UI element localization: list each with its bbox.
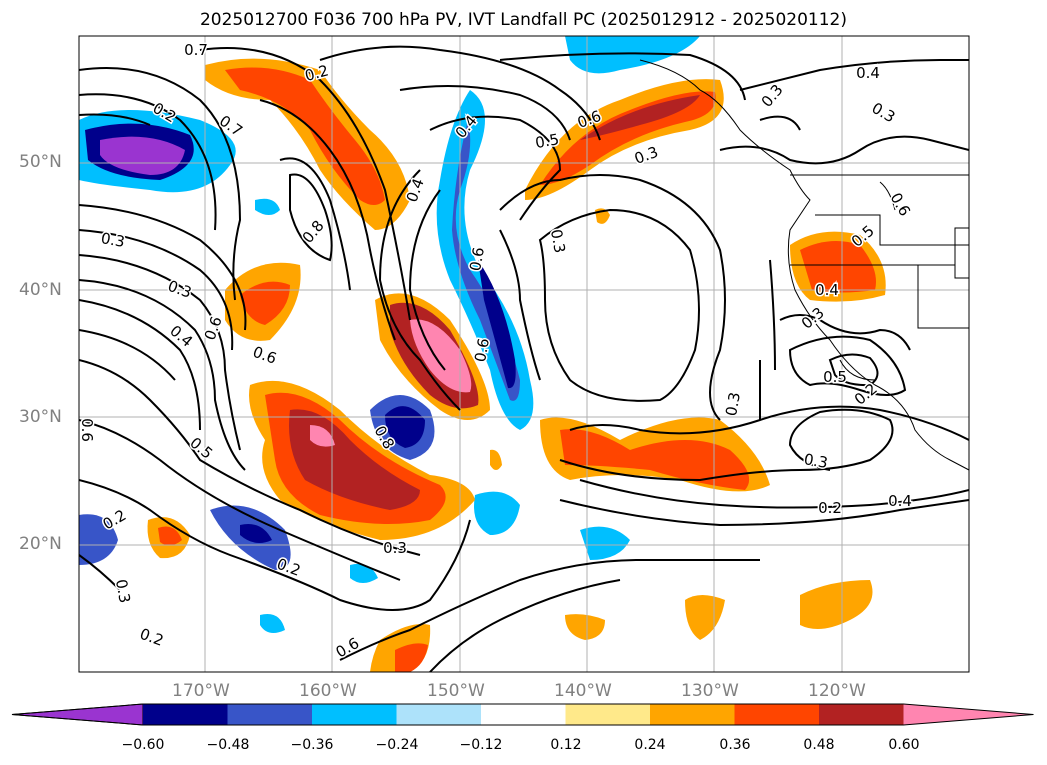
colorbar-tick: −0.48 xyxy=(206,737,250,753)
colorbar-cell xyxy=(312,704,397,725)
contour-label: 0.3 xyxy=(803,450,830,472)
lon-label: 150°W xyxy=(427,681,485,701)
graticule xyxy=(79,36,969,672)
contour-label: 0.6 xyxy=(471,337,493,364)
colorbar-tick: −0.24 xyxy=(375,737,419,753)
coastlines xyxy=(639,59,969,471)
lon-label: 130°W xyxy=(681,681,739,701)
colorbar-extend-min xyxy=(11,703,144,726)
map-frame xyxy=(78,35,970,673)
colorbar-extend-max xyxy=(903,704,1034,725)
colorbar-tick: 0.12 xyxy=(550,737,582,753)
pv-shading xyxy=(79,36,886,672)
colorbar xyxy=(11,703,1034,726)
colorbar-cell xyxy=(396,704,481,725)
colorbar-cell xyxy=(819,704,904,725)
colorbar-tick: 0.60 xyxy=(888,737,920,753)
lon-label: 170°W xyxy=(172,681,230,701)
colorbar-cell xyxy=(565,704,650,725)
ivt-contours xyxy=(79,45,969,672)
colorbar-cell xyxy=(650,704,735,725)
lon-label: 160°W xyxy=(299,681,357,701)
colorbar-tick: 0.36 xyxy=(719,737,751,753)
contour-label: 0.4 xyxy=(815,281,839,299)
contour-label: 0.5 xyxy=(823,368,847,386)
colorbar-cell xyxy=(734,704,819,725)
chart-title: 2025012700 F036 700 hPa PV, IVT Landfall… xyxy=(199,10,847,30)
colorbar-cell xyxy=(143,704,228,725)
contour-label: 0.3 xyxy=(383,539,407,557)
lat-label: 20°N xyxy=(19,534,62,554)
contour-label: 0.5 xyxy=(534,130,561,152)
contour-label: 0.2 xyxy=(818,499,842,517)
colorbar-tick: 0.48 xyxy=(803,737,835,753)
contour-label: 0.6 xyxy=(78,418,96,442)
lat-label: 40°N xyxy=(19,280,62,300)
colorbar-cell xyxy=(481,704,566,725)
colorbar-tick: −0.36 xyxy=(290,737,334,753)
lat-label: 30°N xyxy=(19,407,62,427)
contour-label: 0.7 xyxy=(184,41,208,59)
colorbar-cell xyxy=(227,704,312,725)
colorbar-outline xyxy=(11,703,1034,726)
lat-label: 50°N xyxy=(19,152,62,172)
lon-label: 120°W xyxy=(808,681,866,701)
contour-label: 0.4 xyxy=(888,492,912,510)
colorbar-tick: 0.24 xyxy=(634,737,666,753)
contour-label: 0.4 xyxy=(856,64,880,82)
colorbar-tick: −0.12 xyxy=(459,737,503,753)
map-panel: 0.70.20.40.7 0.60.30.40.30.30.60.50.30.40… xyxy=(77,35,970,673)
colorbar-tick: −0.60 xyxy=(121,737,165,753)
lon-label: 140°W xyxy=(554,681,612,701)
